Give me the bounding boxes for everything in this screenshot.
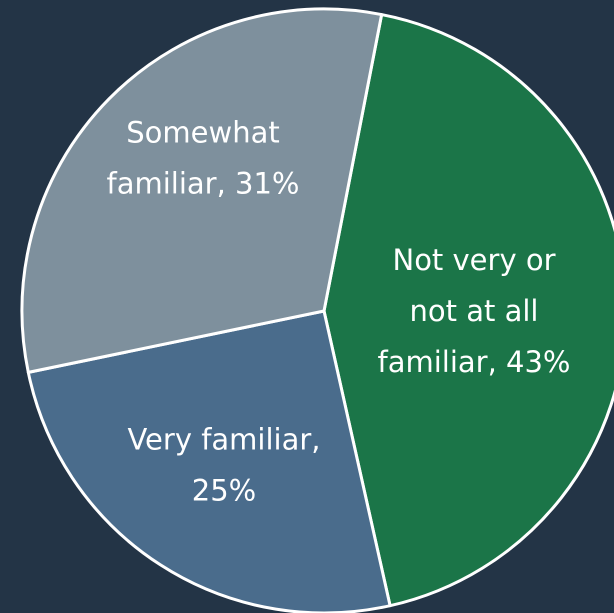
slice-label-line: Very familiar, bbox=[127, 423, 320, 457]
slice-label-line: not at all bbox=[410, 294, 539, 328]
slice-label-line: Somewhat bbox=[126, 116, 279, 150]
slice-label-somewhat-familiar: Somewhat familiar, 31% bbox=[107, 116, 300, 201]
slice-label-line: familiar, 31% bbox=[107, 167, 300, 201]
slice-label-not-familiar: Not very or not at all familiar, 43% bbox=[378, 243, 571, 379]
pie-slice-not-familiar bbox=[322, 13, 614, 608]
slice-label-very-familiar: Very familiar, 25% bbox=[127, 423, 320, 508]
slice-label-line: 25% bbox=[192, 474, 256, 508]
pie-labels: Not very or not at all familiar, 43% Very f… bbox=[107, 116, 571, 508]
slice-label-line: Not very or bbox=[393, 243, 556, 277]
pie-slice-somewhat-familiar bbox=[20, 7, 384, 374]
slice-label-line: familiar, 43% bbox=[378, 345, 571, 379]
pie-slices bbox=[20, 7, 614, 613]
